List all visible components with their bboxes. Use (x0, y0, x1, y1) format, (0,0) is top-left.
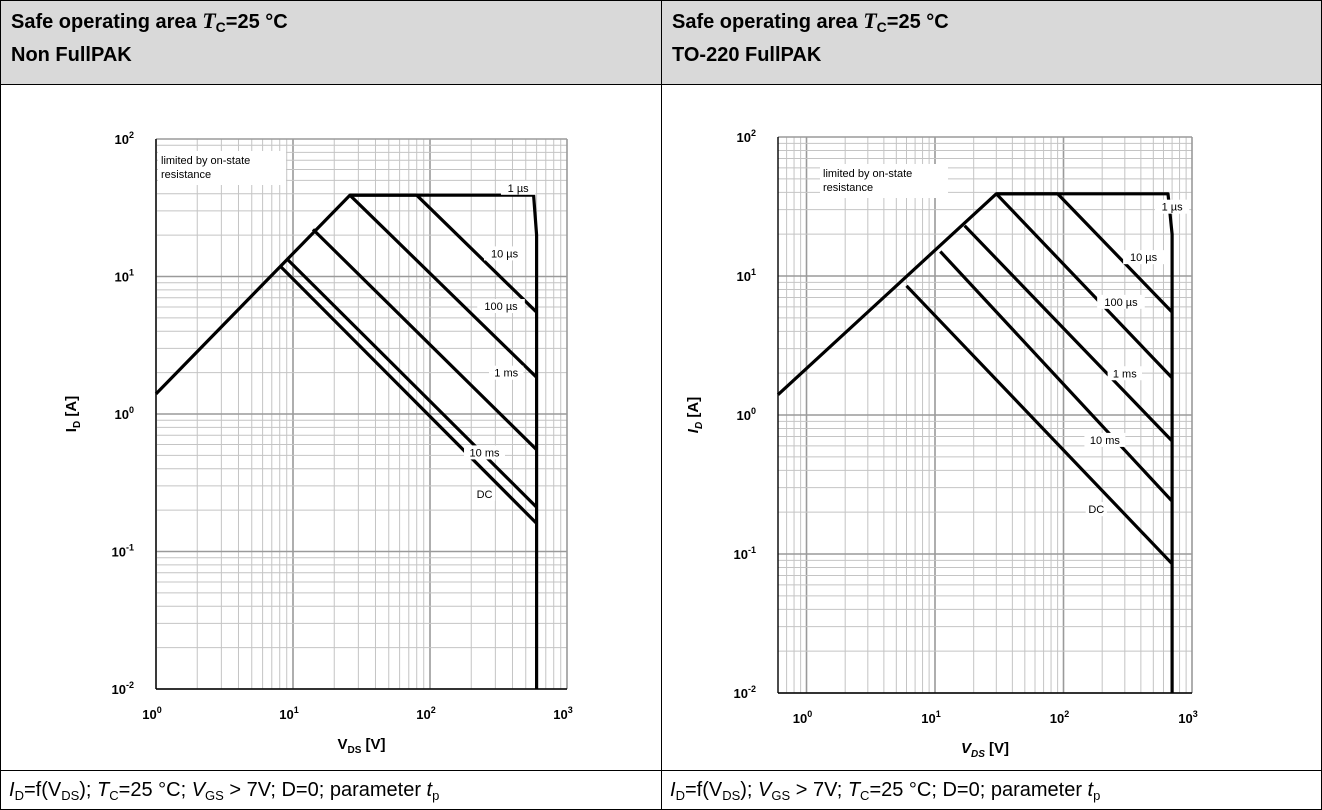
x-tick-label: 100 (142, 705, 161, 722)
right-caption: ID=f(VDS); VGS > 7V; TC=25 °C; D=0; para… (661, 770, 1322, 810)
series-label: 100 µs (1104, 297, 1138, 309)
left-caption: ID=f(VDS); TC=25 °C; VGS > 7V; D=0; para… (0, 770, 662, 810)
series-line (995, 192, 1174, 380)
grid (777, 136, 1193, 694)
y-axis-label: ID [A] (63, 396, 83, 432)
series-label: 10 ms (1090, 435, 1120, 447)
left-subtitle: Non FullPAK (11, 44, 132, 66)
series-label-bg (1097, 294, 1145, 309)
series-label-bg (464, 445, 506, 460)
series-label: 1 µs (1162, 202, 1184, 214)
series-label-bg (477, 299, 525, 314)
series-label: 1 ms (494, 368, 518, 380)
series-label: DC (1088, 504, 1104, 516)
series-label: 100 µs (484, 301, 518, 313)
y-tick-label: 10-2 (112, 680, 134, 697)
series-line (278, 264, 538, 525)
y-axis-label: ID [A] (685, 397, 705, 433)
series-label-bg (500, 180, 536, 195)
y-tick-label: 10-1 (112, 543, 134, 560)
y-tick-label: 10-2 (734, 684, 756, 701)
y-tick-label: 101 (115, 268, 134, 285)
y-tick-label: 10-1 (734, 545, 756, 562)
series-label-bg (489, 365, 524, 380)
annotation-text: resistance (823, 182, 873, 194)
series-line (348, 194, 538, 379)
annotation-text: limited by on-state (823, 168, 912, 180)
grid (155, 138, 568, 690)
x-tick-label: 101 (921, 709, 940, 726)
x-tick-label: 101 (279, 705, 298, 722)
x-tick-label: 102 (416, 705, 435, 722)
x-axis-label: VDS [V] (961, 740, 1009, 760)
series-line (963, 224, 1174, 443)
annotation-box (158, 151, 286, 185)
x-axis-label: VDS [V] (337, 736, 385, 756)
right-chart-cell: 102 101 100 10-1 10-2 100 101 102 103 VDS [V] ID [… (661, 84, 1322, 771)
y-tick-label: 100 (737, 406, 756, 423)
right-title: Safe operating area TC=25 °C (672, 8, 949, 35)
series-line (776, 192, 1174, 693)
series-label-bg (1084, 432, 1126, 447)
x-tick-label: 103 (1178, 709, 1197, 726)
series-line (154, 193, 539, 689)
annotation-box (820, 164, 948, 198)
series-line (311, 228, 538, 451)
series-label: DC (477, 489, 493, 501)
series-label-bg (1154, 199, 1190, 214)
series-line (996, 192, 1174, 314)
series-label: 10 µs (491, 248, 519, 260)
left-chart-cell: 102 101 100 10-1 10-2 100 101 102 103 VDS [V] ID [… (0, 84, 662, 771)
series-label: 10 ms (470, 447, 500, 459)
series-label-bg (473, 486, 496, 501)
series-label-bg (1107, 366, 1143, 381)
y-tick-label: 102 (115, 130, 134, 147)
series-line (905, 284, 1174, 565)
series-line (285, 257, 538, 509)
y-tick-label: 100 (115, 405, 134, 422)
right-subtitle: TO-220 FullPAK (672, 44, 822, 66)
annotation-text: limited by on-state (161, 155, 250, 167)
series-line (349, 193, 538, 314)
series-label: 1 µs (508, 183, 530, 195)
y-tick-label: 102 (737, 128, 756, 145)
series-label: 10 µs (1130, 252, 1158, 264)
x-tick-label: 100 (793, 709, 812, 726)
series-line (939, 250, 1174, 503)
left-header: Safe operating area TC=25 °C Non FullPAK (0, 0, 662, 85)
annotation-text: resistance (161, 169, 211, 181)
right-header: Safe operating area TC=25 °C TO-220 Full… (661, 0, 1322, 85)
series-label-bg (484, 246, 526, 261)
left-chart: 102 101 100 10-1 10-2 100 101 102 103 VDS [V] ID [… (63, 130, 573, 756)
right-chart: 102 101 100 10-1 10-2 100 101 102 103 VDS [V] ID [… (685, 128, 1198, 760)
x-tick-label: 102 (1050, 709, 1069, 726)
series-label: 1 ms (1113, 368, 1137, 380)
left-title: Safe operating area TC=25 °C (11, 8, 288, 35)
series-label-bg (1123, 250, 1165, 265)
series-label-bg (1085, 502, 1107, 517)
x-tick-label: 103 (553, 705, 572, 722)
y-tick-label: 101 (737, 267, 756, 284)
